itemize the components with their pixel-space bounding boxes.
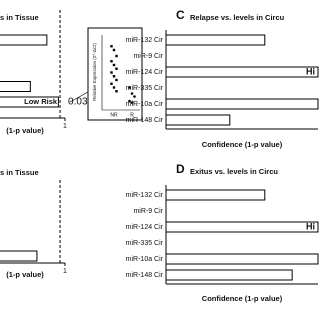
x-axis-label: Confidence (1-p value) <box>202 294 283 303</box>
category-label: miR-9 Cir <box>133 53 163 60</box>
inset-point <box>112 75 116 78</box>
inset-point <box>128 99 131 103</box>
inset-point <box>133 95 136 98</box>
category-label: miR-9 Cir <box>133 208 163 215</box>
chart-title: s in Tissue <box>0 168 39 177</box>
category-label: miR-124 Cir <box>126 69 164 76</box>
inset-point <box>115 90 118 93</box>
bar <box>0 81 31 92</box>
category-label: miR-335 Cir <box>126 240 164 247</box>
category-label: miR-132 Cir <box>126 192 164 199</box>
bar <box>165 114 231 126</box>
inset-point <box>110 71 113 74</box>
inset-y-label: Relative Expression (2^-ΔCt) <box>92 43 97 101</box>
x-axis-label: (1-p value) <box>6 126 44 135</box>
inset-group-label: NR <box>110 112 118 118</box>
inset-point <box>112 48 116 52</box>
inset-point <box>128 86 131 89</box>
chart-title: Relapse vs. levels in Circu <box>190 13 285 22</box>
inset-point <box>110 60 113 63</box>
category-label: miR-132 Cir <box>126 37 164 44</box>
category-label: miR-148 Cir <box>126 272 164 279</box>
annotation: 0.03 <box>68 97 88 108</box>
inset-point <box>112 63 116 67</box>
panel-label: C <box>176 8 185 22</box>
inset-frame <box>87 27 143 121</box>
inset-point <box>112 86 116 89</box>
inset-point <box>115 78 118 82</box>
annotation: Hi <box>306 66 315 76</box>
category-label: miR-335 Cir <box>126 85 164 92</box>
bar <box>0 96 59 108</box>
bar <box>165 221 319 233</box>
inset-point <box>115 54 118 58</box>
inset-point <box>110 45 113 48</box>
bar <box>0 34 48 46</box>
x-axis-label: Confidence (1-p value) <box>202 140 283 149</box>
panel-label: D <box>176 162 185 176</box>
chart-title: s in Tissue <box>0 13 39 22</box>
bar <box>165 34 266 46</box>
annotation: Hi <box>306 221 315 231</box>
bar <box>0 250 38 262</box>
bar <box>165 269 293 281</box>
category-label: miR-124 Cir <box>126 224 164 231</box>
inset-point <box>130 92 134 95</box>
category-label: miR-10a Cir <box>126 256 164 263</box>
inset-point <box>110 82 113 85</box>
inset-point <box>130 101 134 104</box>
x-axis-label: (1-p value) <box>6 270 44 279</box>
category-label: miR-10a Cir <box>126 101 164 108</box>
inset-point <box>115 67 118 70</box>
bar <box>165 253 319 265</box>
bar <box>165 189 266 201</box>
inset-group-label: R <box>130 112 134 118</box>
category-label: miR-148 Cir <box>126 117 164 124</box>
x-tick-label: 1 <box>63 123 67 130</box>
x-tick-label: 1 <box>63 268 67 275</box>
chart-title: Exitus vs. levels in Circu <box>190 167 278 176</box>
bar <box>165 66 319 78</box>
inset-connector <box>69 91 89 103</box>
annotation: Low Risk <box>24 97 58 106</box>
bar <box>165 98 319 110</box>
